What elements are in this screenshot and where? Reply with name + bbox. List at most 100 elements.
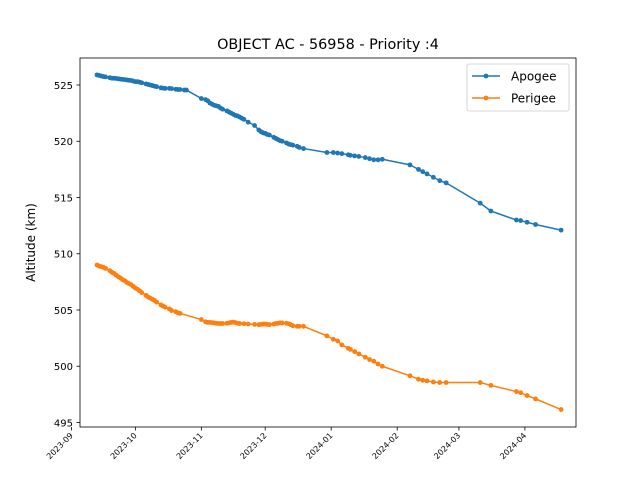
apogee-point: [375, 157, 381, 163]
perigee-point: [379, 363, 385, 369]
perigee-point: [169, 308, 174, 313]
perigee-point: [443, 380, 449, 385]
apogee-point: [154, 84, 160, 90]
apogee-point: [347, 152, 353, 158]
apogee-point: [488, 208, 494, 214]
perigee-point: [518, 390, 524, 396]
apogee-point: [352, 153, 358, 159]
apogee-point: [533, 222, 538, 227]
apogee-point: [518, 218, 524, 223]
apogee-point: [379, 156, 385, 162]
perigee-point: [533, 396, 538, 402]
perigee-point: [237, 321, 243, 326]
apogee-point: [330, 150, 336, 155]
legend-item-apogee[interactable]: Apogee: [472, 70, 557, 84]
apogee-point: [371, 157, 377, 163]
apogee-point: [356, 154, 362, 159]
apogee-point: [296, 145, 302, 150]
apogee-point: [162, 85, 168, 91]
y-tick-label: 500: [54, 362, 73, 373]
perigee-point: [430, 379, 436, 385]
apogee-point: [177, 87, 183, 92]
apogee-point: [430, 174, 436, 180]
apogee-point: [437, 178, 443, 184]
perigee-point: [198, 317, 204, 322]
y-tick-label: 505: [54, 306, 73, 317]
apogee-point: [267, 132, 272, 138]
perigee-point: [362, 354, 368, 360]
apogee-point: [339, 151, 345, 157]
perigee-point: [375, 361, 381, 367]
legend-item-perigee[interactable]: Perigee: [472, 92, 556, 106]
perigee-point: [301, 323, 306, 329]
perigee-point: [335, 338, 340, 344]
perigee-point: [416, 376, 421, 382]
perigee-point: [347, 346, 353, 352]
y-tick-label: 510: [54, 250, 73, 261]
perigee-point: [177, 310, 183, 316]
perigee-point: [252, 322, 257, 327]
legend[interactable]: Apogee Perigee: [466, 63, 570, 112]
legend-label-perigee: Perigee: [511, 92, 556, 106]
y-tick-label: 495: [54, 418, 73, 429]
apogee-point: [367, 156, 372, 162]
perigee-point: [339, 342, 345, 348]
apogee-point: [424, 171, 430, 177]
perigee-point: [162, 304, 168, 310]
legend-marker-apogee: [483, 73, 489, 79]
perigee-point: [558, 407, 564, 412]
apogee-point: [245, 119, 251, 125]
perigee-point: [139, 290, 145, 295]
apogee-point: [241, 116, 247, 122]
perigee-point: [267, 322, 272, 328]
apogee-point: [443, 180, 449, 186]
perigee-point: [290, 323, 296, 329]
series-perigee: [94, 262, 564, 412]
chart-title: OBJECT AC - 56958 - Priority :4: [217, 37, 439, 53]
perigee-point: [524, 393, 530, 398]
legend-marker-perigee: [483, 95, 489, 101]
perigee-point: [154, 299, 160, 305]
perigee-point: [103, 265, 108, 271]
apogee-point: [198, 96, 204, 101]
plot-frame: [79, 57, 577, 428]
perigee-point: [324, 333, 330, 339]
series-apogee: [94, 72, 564, 233]
apogee-point: [301, 146, 306, 151]
perigee-point: [245, 321, 251, 327]
apogee-point: [524, 219, 530, 225]
perigee-point: [367, 357, 372, 362]
perigee-point: [279, 320, 285, 326]
perigee-point: [241, 321, 247, 327]
apogee-point: [279, 138, 285, 144]
y-axis: 495 500 505 510 515 520 525: [54, 81, 80, 429]
perigee-point: [477, 380, 483, 385]
apogee-point: [103, 74, 108, 80]
perigee-point: [296, 323, 302, 329]
perigee-point: [488, 382, 494, 388]
apogee-point: [324, 150, 330, 155]
apogee-point: [184, 87, 189, 93]
apogee-point: [407, 162, 413, 168]
perigee-point: [371, 358, 377, 364]
perigee-point: [356, 351, 362, 357]
perigee-point: [420, 377, 426, 383]
apogee-point: [513, 217, 519, 223]
series-layer: [94, 72, 564, 412]
perigee-point: [330, 336, 336, 342]
apogee-point: [362, 155, 368, 160]
apogee-point: [335, 150, 340, 156]
plot-area: [79, 57, 577, 428]
apogee-point: [220, 106, 226, 112]
perigee-point: [424, 378, 430, 384]
y-axis-label: Altitude (km): [24, 203, 38, 282]
apogee-point: [252, 123, 257, 128]
legend-label-apogee: Apogee: [511, 70, 557, 84]
apogee-point: [416, 166, 421, 172]
perigee-point: [437, 380, 443, 385]
apogee-point: [139, 80, 145, 86]
perigee-point: [352, 349, 358, 355]
y-tick-label: 515: [54, 193, 73, 204]
plot-background: [80, 58, 576, 427]
